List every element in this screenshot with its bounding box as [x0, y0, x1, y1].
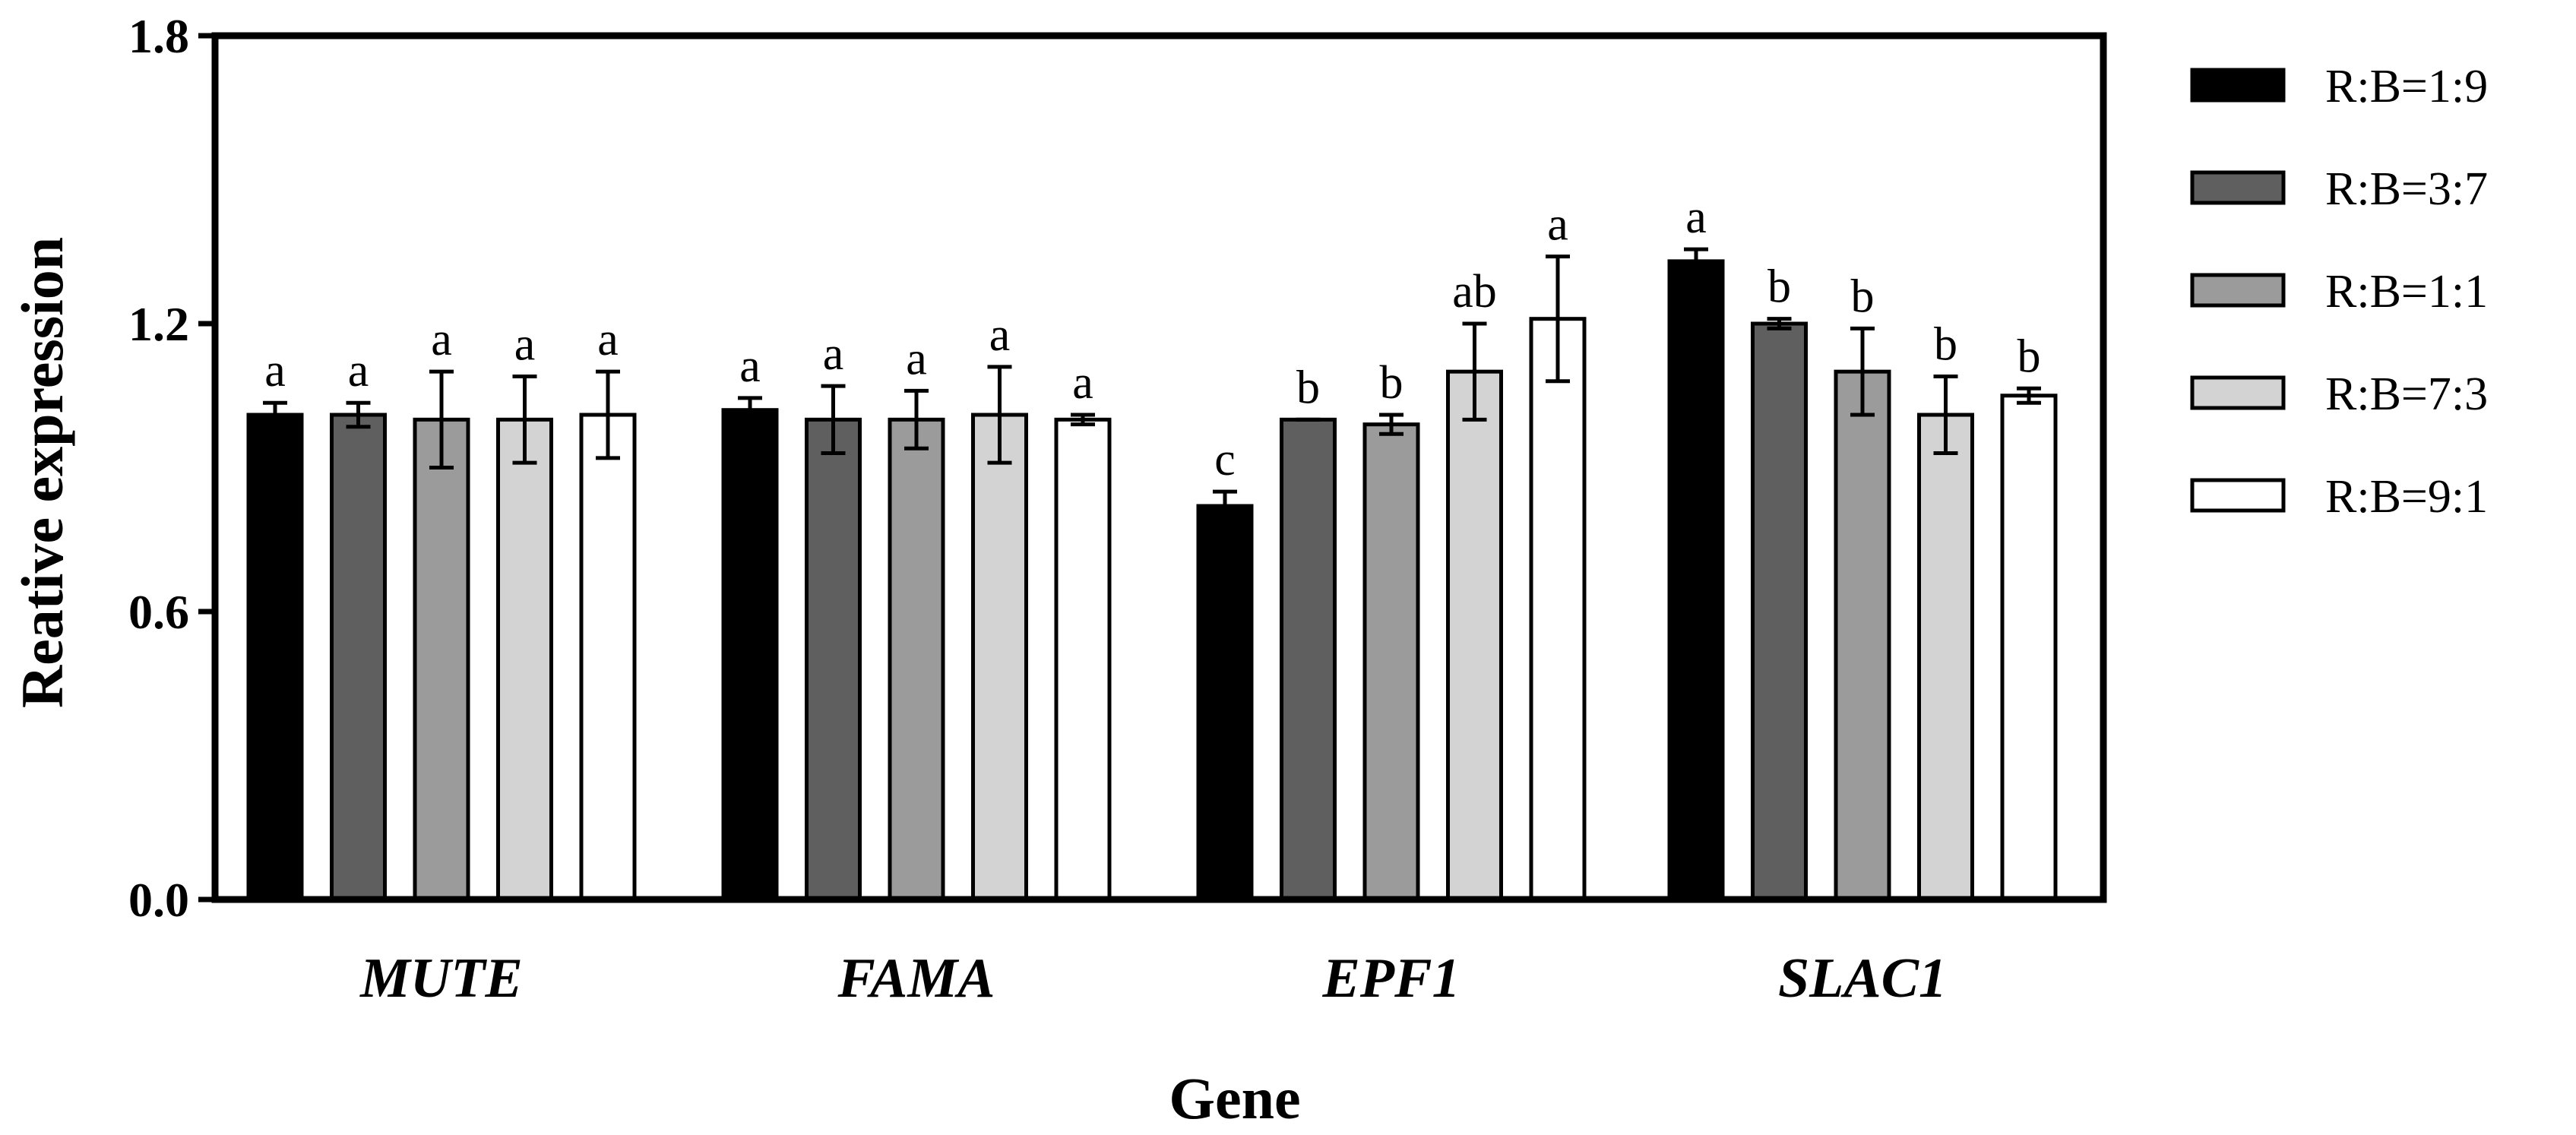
y-tick-label: 0.6	[128, 585, 189, 639]
y-axis-title: Reative expression	[9, 237, 75, 708]
legend-swatch	[2190, 478, 2286, 513]
significance-label: ab	[1452, 266, 1497, 318]
legend-swatch	[2190, 170, 2286, 205]
x-tick-label: FAMA	[837, 947, 995, 1010]
significance-label: a	[264, 345, 286, 397]
bar	[1446, 369, 1503, 902]
bar	[413, 417, 470, 902]
significance-label: a	[823, 328, 844, 380]
significance-label: a	[514, 318, 536, 370]
bar	[330, 413, 387, 902]
bar	[1834, 369, 1891, 902]
bar	[496, 417, 553, 902]
significance-label: a	[431, 314, 452, 365]
x-tick-label: MUTE	[359, 947, 523, 1010]
bar	[2000, 394, 2058, 902]
significance-label: a	[1685, 191, 1707, 243]
legend-label: R:B=1:9	[2325, 61, 2488, 112]
legend-swatch	[2190, 68, 2286, 103]
bar	[1054, 417, 1112, 902]
legend-label: R:B=3:7	[2325, 163, 2488, 215]
legend-swatch	[2190, 375, 2286, 410]
significance-label: a	[989, 309, 1011, 361]
significance-label: b	[1296, 362, 1320, 413]
bar	[1667, 259, 1725, 902]
significance-label: a	[348, 345, 369, 397]
significance-label: a	[739, 340, 761, 392]
legend-swatch	[2190, 273, 2286, 308]
bar	[721, 408, 779, 902]
significance-label: b	[1767, 261, 1791, 313]
x-tick-label: SLAC1	[1778, 947, 1947, 1010]
y-tick-label: 1.8	[128, 9, 189, 63]
significance-label: a	[1072, 357, 1093, 409]
bar	[1196, 504, 1254, 902]
plot-frame	[211, 32, 2107, 903]
x-tick-label: EPF1	[1322, 947, 1460, 1010]
significance-label: a	[597, 314, 619, 365]
bar	[1280, 417, 1337, 902]
bar	[1362, 422, 1420, 902]
bar	[246, 413, 304, 902]
bar	[805, 417, 862, 902]
x-axis-title: Gene	[1169, 1065, 1300, 1131]
axes: MUTE FAMA EPF1 SLAC1 0.0 0.6 1.2 1.8	[128, 9, 2107, 1010]
legend-label: R:B=1:1	[2325, 266, 2488, 318]
bar	[888, 417, 945, 902]
significance-label: b	[1380, 357, 1404, 409]
significance-label: b	[2017, 330, 2041, 382]
legend-label: R:B=9:1	[2325, 471, 2488, 523]
significance-label: b	[1934, 318, 1957, 370]
bar	[579, 413, 637, 902]
bar	[971, 413, 1028, 902]
bar	[1751, 321, 1808, 902]
significance-label: a	[906, 333, 927, 384]
significance-label: c	[1214, 434, 1236, 485]
y-tick-label: 1.2	[128, 297, 189, 351]
legend: R:B=1:9 R:B=3:7 R:B=1:1 R:B=7:3 R:B=9:1	[2190, 61, 2488, 523]
legend-label: R:B=7:3	[2325, 368, 2488, 420]
bar	[1917, 413, 1974, 902]
significance-label: b	[1851, 270, 1875, 322]
bar	[1529, 317, 1587, 902]
significance-label: a	[1547, 199, 1568, 251]
y-tick-label: 0.0	[128, 873, 189, 927]
